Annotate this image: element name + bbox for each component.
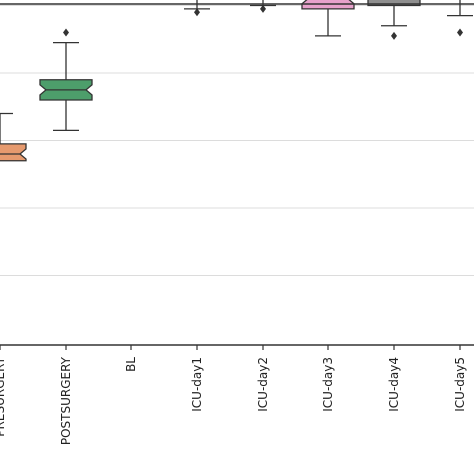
x-tick-label: POSTSURGERY [59, 356, 73, 445]
x-tick-label: PRESURGERY [0, 356, 7, 436]
gridlines [0, 5, 474, 276]
x-tick-label: ICU-day3 [321, 357, 335, 412]
outlier-point [194, 8, 200, 17]
box-presurgery [0, 112, 27, 162]
x-tick-labels: PRESURGERY POSTSURGERY BL ICU-day1 ICU-day2 I… [0, 356, 467, 445]
outlier-point [63, 28, 69, 37]
box-body [0, 143, 27, 162]
box-icu-day1 [184, 0, 210, 17]
x-tick-label: ICU-day1 [190, 357, 204, 412]
box-postsurgery [39, 28, 93, 132]
box-icu-day5 [447, 0, 473, 37]
axes-frame [0, 3, 474, 350]
outlier-point [391, 31, 397, 40]
x-tick-label: ICU-day4 [387, 357, 401, 412]
x-tick-label: BL [124, 357, 138, 372]
outlier-point [260, 4, 266, 13]
outlier-point [457, 28, 463, 37]
x-tick-label: ICU-day2 [256, 357, 270, 412]
x-tick-label: ICU-day5 [453, 357, 467, 412]
